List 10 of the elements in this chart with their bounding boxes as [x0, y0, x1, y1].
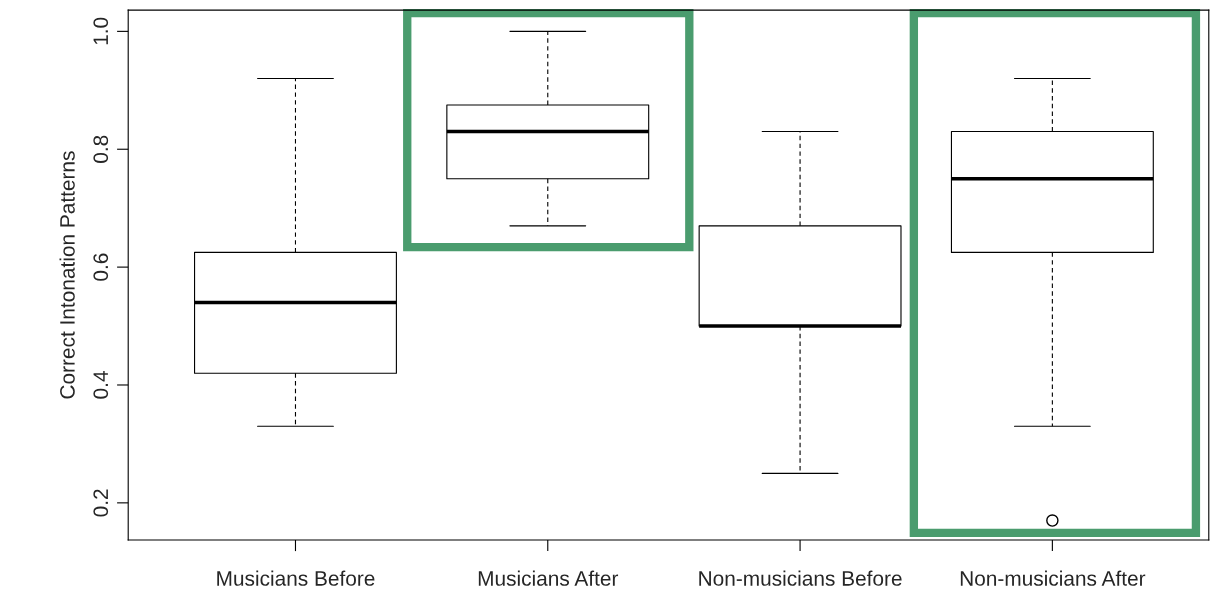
y-tick-label: 0.2	[93, 489, 109, 517]
x-tick-label: Musicians Before	[217, 570, 375, 586]
y-tick-label: 1.0	[93, 17, 109, 45]
y-tick-label: 0.4	[93, 371, 109, 399]
y-axis-title: Correct Intonation Patterns	[59, 151, 75, 399]
y-tick-label: 0.6	[93, 253, 109, 281]
x-tick-label: Musicians After	[478, 570, 619, 586]
x-tick-label: Non-musicians After	[960, 570, 1146, 586]
x-tick-label: Non-musicians Before	[699, 570, 902, 586]
y-tick-label: 0.8	[93, 135, 109, 163]
